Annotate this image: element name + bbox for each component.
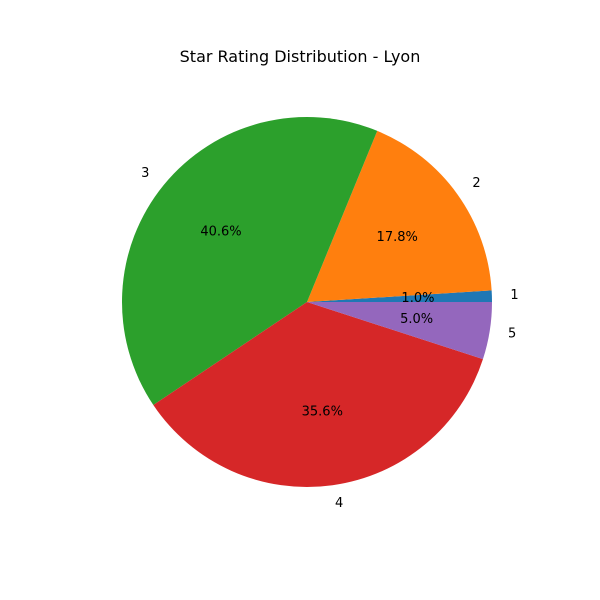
- pie-slice-1: [307, 290, 492, 302]
- slice-percent-2: 17.8%: [377, 230, 418, 245]
- pie-slice-3: [122, 116, 378, 406]
- pie-slice-4: [153, 302, 483, 488]
- pie-slices: [122, 116, 492, 488]
- slice-percent-1: 1.0%: [401, 291, 434, 306]
- pie-slice-2: [307, 130, 492, 302]
- pie-slice-5: [307, 302, 492, 360]
- chart-title: Star Rating Distribution - Lyon: [179, 47, 421, 66]
- slice-label-4: 4: [335, 496, 343, 511]
- slice-percent-5: 5.0%: [400, 312, 433, 327]
- slice-label-2: 2: [472, 176, 480, 191]
- pie-labels: 1 1.0% 2 17.8% 3 40.6% 4 35.6% 5 5.0%: [141, 166, 519, 511]
- slice-label-1: 1: [510, 288, 518, 303]
- slice-percent-3: 40.6%: [200, 224, 241, 239]
- slice-label-5: 5: [508, 326, 516, 341]
- slice-label-3: 3: [141, 166, 149, 181]
- slice-percent-4: 35.6%: [302, 404, 343, 419]
